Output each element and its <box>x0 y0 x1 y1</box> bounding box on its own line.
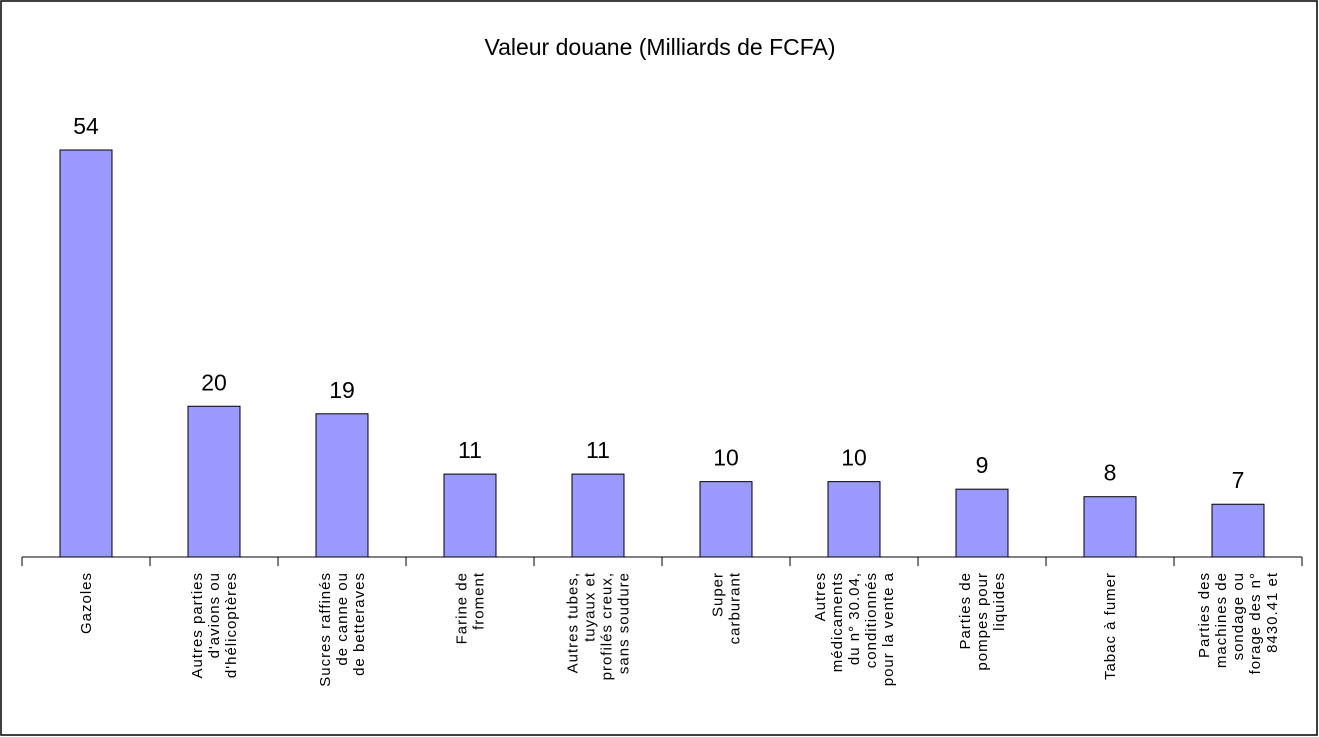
x-tick-label: forage des n° <box>1247 572 1264 674</box>
x-tick-label: Gazoles <box>78 572 95 634</box>
x-tick-label: Autres tubes, <box>565 572 582 673</box>
data-label: 20 <box>201 369 227 395</box>
x-tick-label: profilés creux, <box>599 572 616 680</box>
x-tick-label: carburant <box>727 572 744 644</box>
x-tick-label: d'avions ou <box>206 572 223 658</box>
data-label: 11 <box>458 437 482 463</box>
bar <box>571 473 625 558</box>
x-tick-label: sans soudure <box>616 572 633 674</box>
x-tick-label: Parties des <box>1196 572 1213 658</box>
x-tick-label: Autres parties <box>189 572 206 679</box>
bar <box>315 413 369 558</box>
x-tick-label: Sucres raffinés <box>317 572 334 687</box>
x-tick-label: 8430.41 et <box>1264 572 1281 653</box>
x-tick-label: tuyaux et <box>582 572 599 642</box>
x-tick-label: de canne ou <box>334 572 351 666</box>
data-label: 10 <box>841 445 867 471</box>
bar <box>827 481 881 558</box>
data-label: 10 <box>713 445 739 471</box>
bar <box>59 149 113 558</box>
x-tick-label: de betteraves <box>351 572 368 676</box>
x-tick-label: liquides <box>991 572 1008 631</box>
bar <box>1083 496 1137 558</box>
bar <box>1211 503 1265 558</box>
x-tick-label: machines de <box>1213 572 1230 668</box>
data-label: 11 <box>586 437 610 463</box>
x-tick-label: Farine de <box>454 572 471 644</box>
x-tick-label: Parties de <box>957 572 974 650</box>
x-tick-label: sondage ou <box>1230 572 1247 660</box>
bar <box>699 481 753 558</box>
x-tick-label: du n° 30.04, <box>846 572 863 665</box>
chart-title: Valeur douane (Milliards de FCFA) <box>484 34 835 60</box>
x-tick-label: pour la vente a <box>880 572 897 686</box>
x-tick-label: Autres <box>812 572 829 621</box>
data-label: 54 <box>73 113 99 139</box>
bar <box>443 473 497 558</box>
x-tick-label: Tabac à fumer <box>1102 572 1119 680</box>
data-label: 8 <box>1104 460 1117 486</box>
data-label: 9 <box>976 452 989 478</box>
x-tick-label: froment <box>471 572 488 630</box>
data-label: 19 <box>329 377 355 403</box>
x-tick-label: pompes pour <box>974 572 991 671</box>
x-tick-label: conditionnés <box>863 572 880 668</box>
bar <box>187 405 241 558</box>
bar <box>955 488 1009 558</box>
x-tick-label: médicaments <box>829 572 846 672</box>
data-label: 7 <box>1232 467 1245 493</box>
x-tick-label: Super <box>710 572 727 617</box>
x-tick-label: d'hélicoptères <box>223 572 240 678</box>
